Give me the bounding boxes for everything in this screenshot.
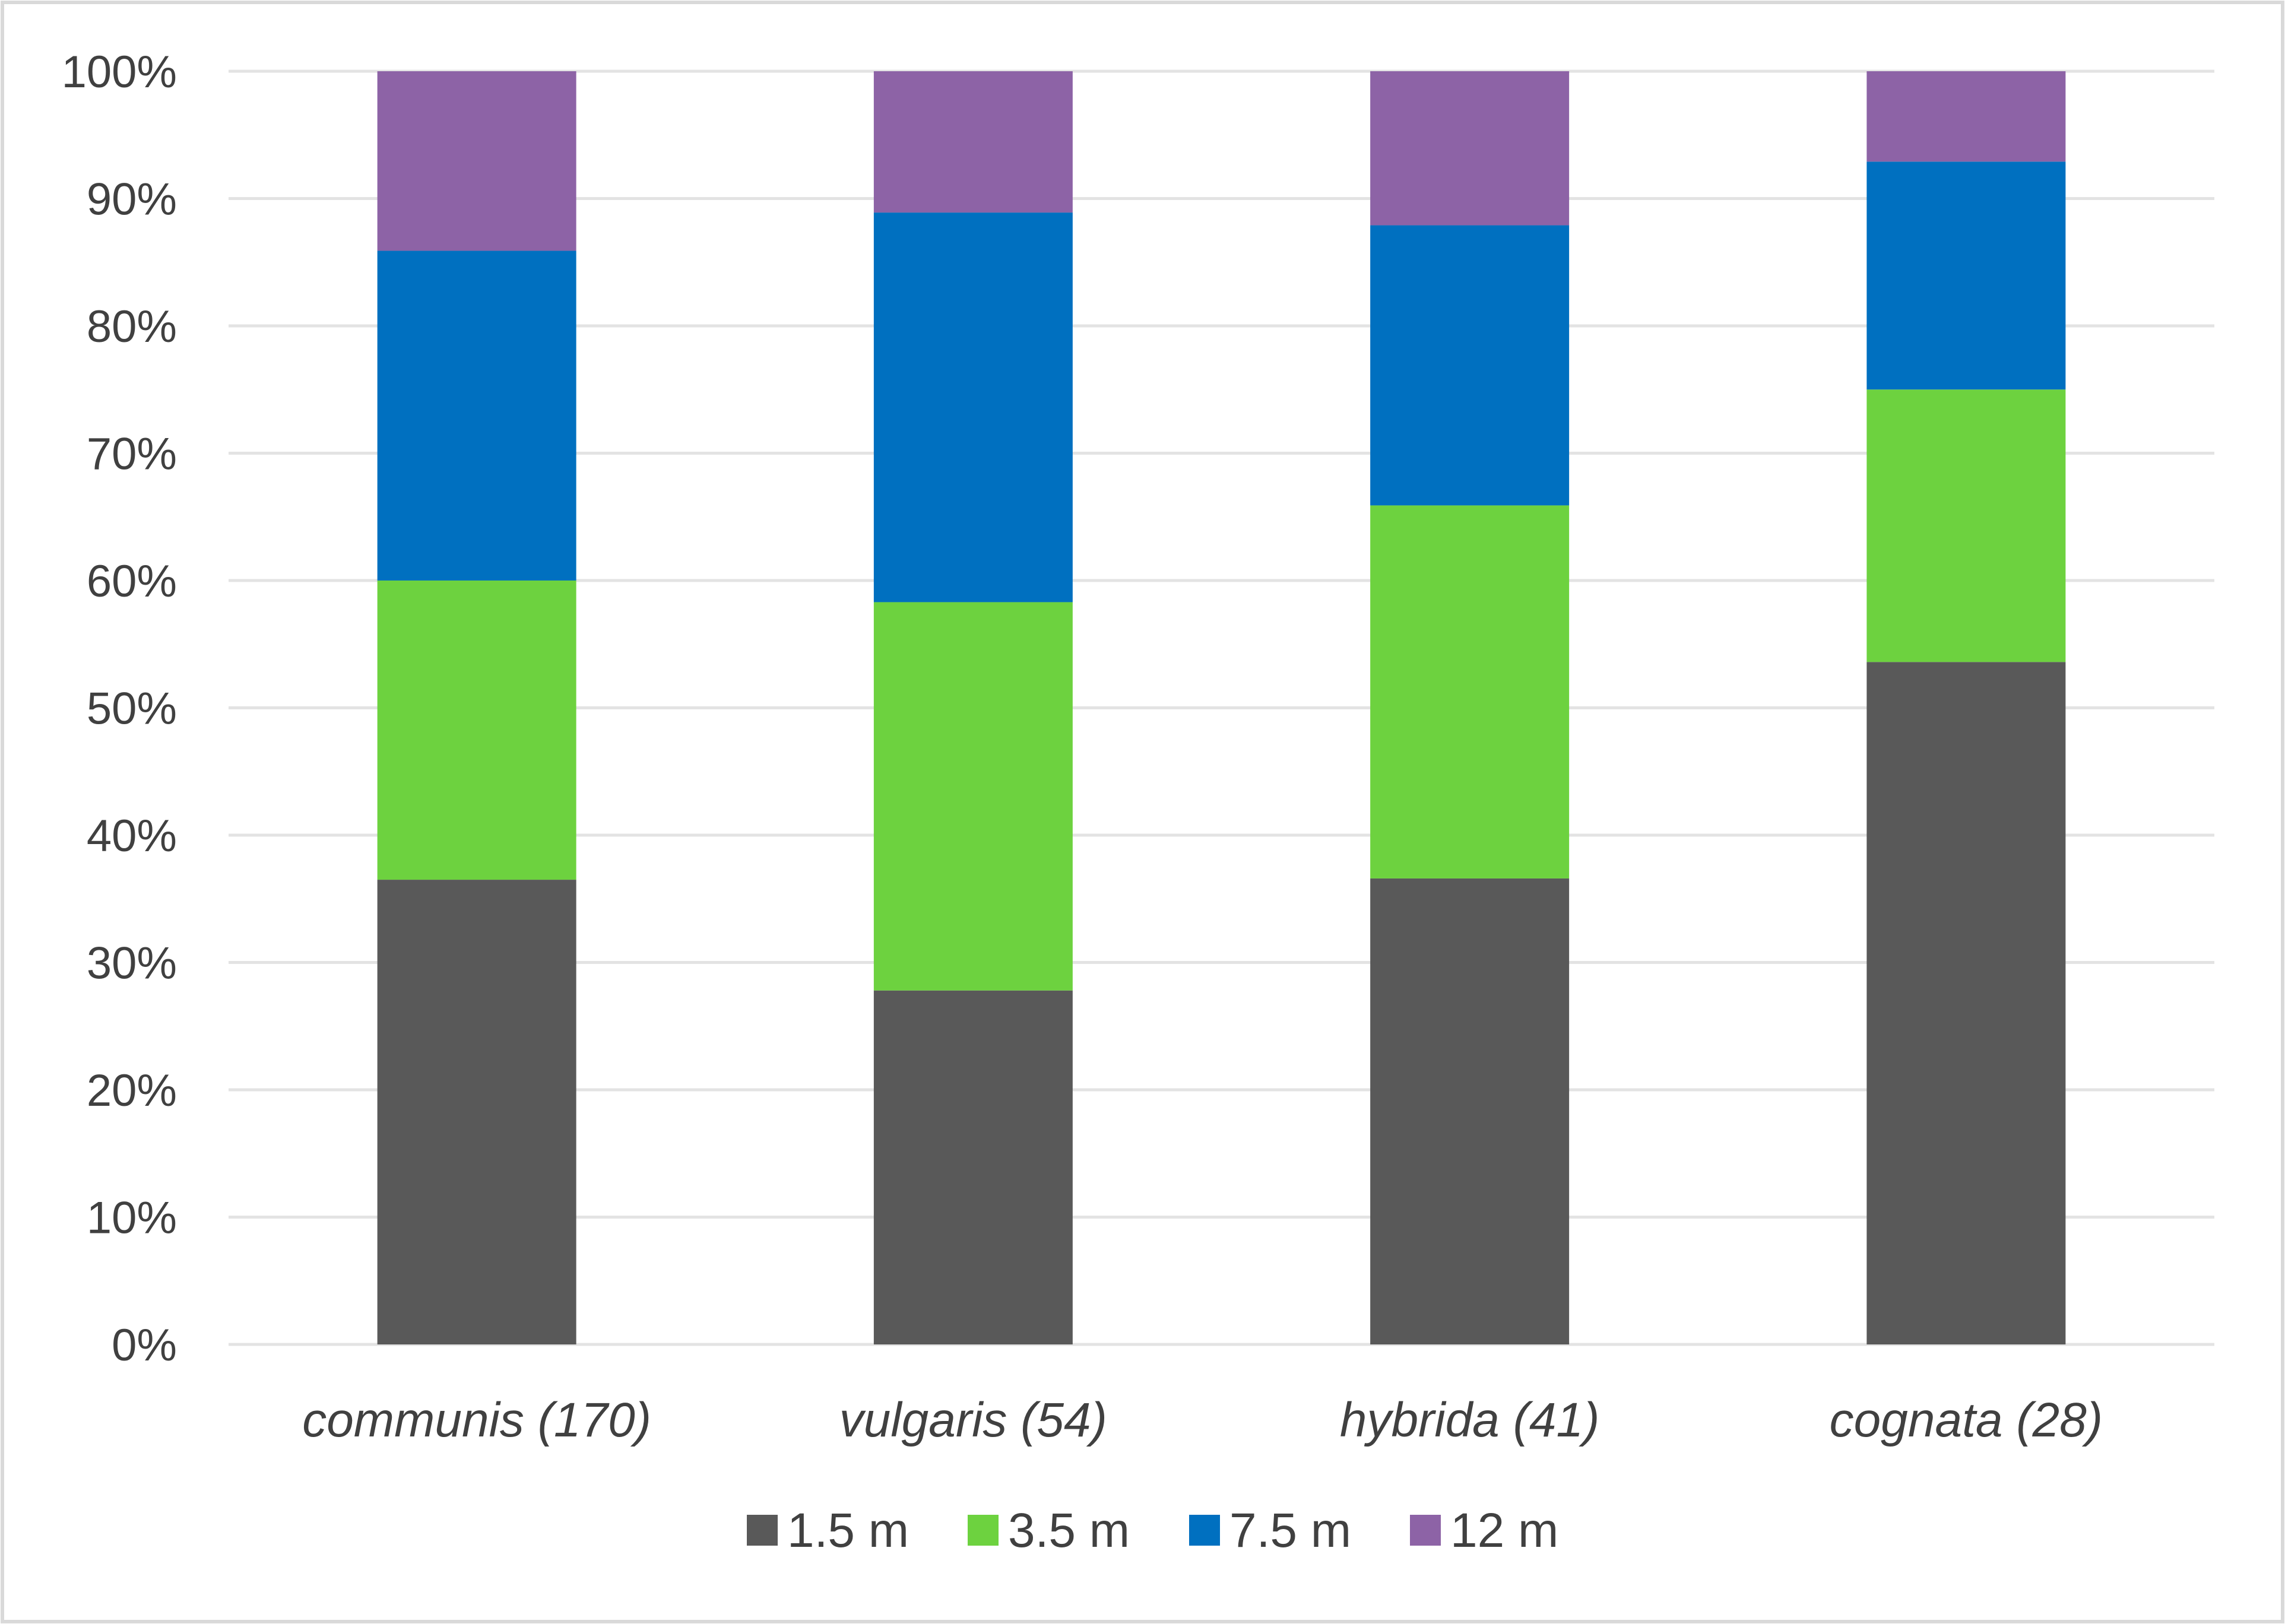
legend-label: 12 m [1450, 1504, 1558, 1558]
y-tick-label: 90% [87, 175, 177, 225]
bar-segment-7-5-m-1 [377, 250, 576, 581]
legend: 1.5 m 3.5 m 7.5 m 12 m [747, 1504, 1558, 1558]
legend-label: 7.5 m [1229, 1504, 1351, 1558]
y-tick-label: 50% [87, 684, 177, 734]
bar-segment-3-5-m-1 [377, 581, 576, 880]
legend-swatch [968, 1515, 999, 1546]
y-tick-label: 100% [62, 47, 177, 97]
legend-label: 3.5 m [1008, 1504, 1130, 1558]
bar-segment-12-m-3 [1370, 71, 1570, 226]
x-category-label: communis (170) [302, 1393, 651, 1447]
bar-segment-12-m-2 [873, 71, 1073, 213]
y-tick-label: 30% [87, 938, 177, 989]
bar-segment-3-5-m-3 [1370, 505, 1570, 878]
legend-swatch [1189, 1515, 1220, 1546]
bar-segment-3-5-m-2 [873, 602, 1073, 991]
y-tick-label: 0% [112, 1320, 177, 1371]
bar-segment-7-5-m-2 [873, 212, 1073, 602]
bar-segment-1-5-m-4 [1866, 662, 2066, 1344]
y-tick-label: 20% [87, 1065, 177, 1116]
y-tick-label: 70% [87, 429, 177, 480]
bar-segment-1-5-m-2 [873, 990, 1073, 1344]
legend-swatch [1410, 1515, 1441, 1546]
legend-swatch [747, 1515, 778, 1546]
bars [377, 71, 2066, 1344]
x-category-label: hybrida (41) [1340, 1393, 1600, 1447]
bar-segment-7-5-m-3 [1370, 225, 1570, 506]
y-axis-tick-labels: 0% 10% 20% 30% 40% 50% 60% 70% 80% 90% 100% [62, 47, 177, 1371]
x-category-label: cognata (28) [1830, 1393, 2103, 1447]
bar-segment-1-5-m-1 [377, 880, 576, 1344]
bar-segment-7-5-m-4 [1866, 161, 2066, 390]
legend-label: 1.5 m [787, 1504, 909, 1558]
y-tick-label: 40% [87, 811, 177, 861]
bar-segment-12-m-4 [1866, 71, 2066, 162]
y-tick-label: 60% [87, 556, 177, 607]
x-axis-category-labels: communis (170) vulgaris (54) hybrida (41) c… [302, 1393, 2103, 1447]
y-tick-label: 80% [87, 302, 177, 352]
bar-segment-1-5-m-3 [1370, 878, 1570, 1344]
y-tick-label: 10% [87, 1193, 177, 1244]
x-category-label: vulgaris (54) [839, 1393, 1107, 1447]
bar-segment-3-5-m-4 [1866, 389, 2066, 662]
bar-segment-12-m-1 [377, 71, 576, 251]
